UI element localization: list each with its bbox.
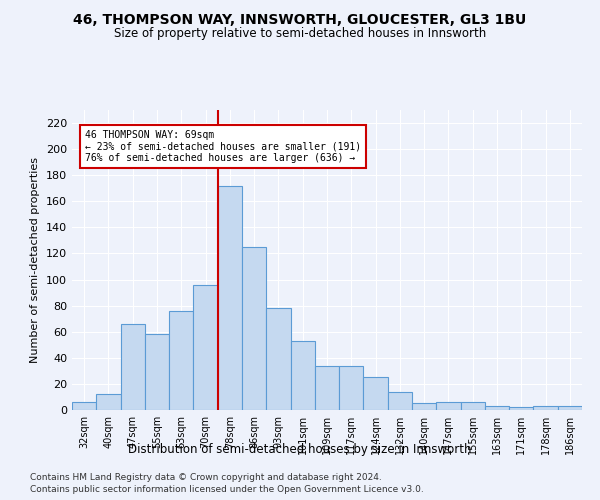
Bar [72, 402, 96, 410]
Text: Size of property relative to semi-detached houses in Innsworth: Size of property relative to semi-detach… [114, 28, 486, 40]
Bar [412, 404, 436, 410]
Bar [218, 186, 242, 410]
Bar [242, 247, 266, 410]
Bar [388, 392, 412, 410]
Bar [339, 366, 364, 410]
Bar [290, 341, 315, 410]
Text: 46, THOMPSON WAY, INNSWORTH, GLOUCESTER, GL3 1BU: 46, THOMPSON WAY, INNSWORTH, GLOUCESTER,… [73, 12, 527, 26]
Text: 46 THOMPSON WAY: 69sqm
← 23% of semi-detached houses are smaller (191)
76% of se: 46 THOMPSON WAY: 69sqm ← 23% of semi-det… [85, 130, 361, 163]
Text: Distribution of semi-detached houses by size in Innsworth: Distribution of semi-detached houses by … [128, 442, 472, 456]
Text: Contains HM Land Registry data © Crown copyright and database right 2024.: Contains HM Land Registry data © Crown c… [30, 472, 382, 482]
Bar [266, 308, 290, 410]
Bar [461, 402, 485, 410]
Bar [315, 366, 339, 410]
Bar [193, 285, 218, 410]
Bar [436, 402, 461, 410]
Bar [364, 378, 388, 410]
Bar [169, 311, 193, 410]
Bar [121, 324, 145, 410]
Bar [558, 406, 582, 410]
Bar [96, 394, 121, 410]
Bar [533, 406, 558, 410]
Bar [485, 406, 509, 410]
Bar [509, 408, 533, 410]
Bar [145, 334, 169, 410]
Text: Contains public sector information licensed under the Open Government Licence v3: Contains public sector information licen… [30, 485, 424, 494]
Y-axis label: Number of semi-detached properties: Number of semi-detached properties [31, 157, 40, 363]
